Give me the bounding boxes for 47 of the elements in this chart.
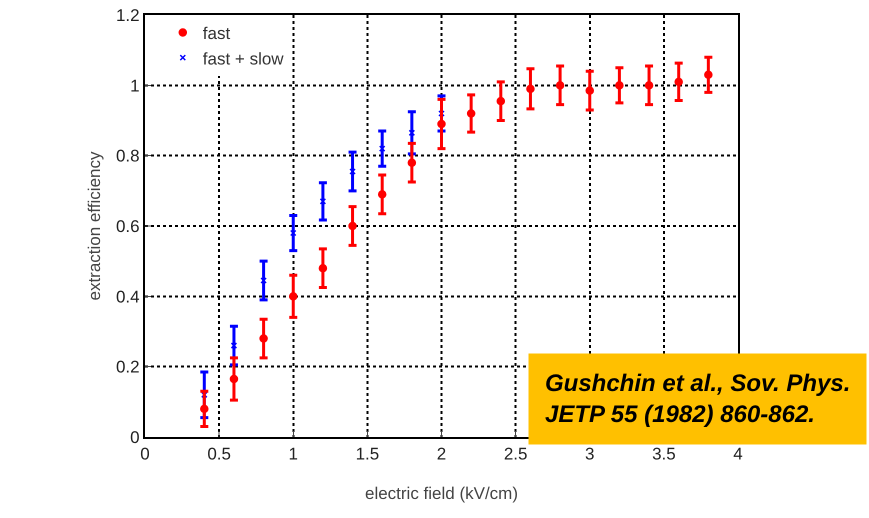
point xyxy=(320,198,326,205)
point xyxy=(230,374,238,384)
x-tick-label: 2.5 xyxy=(504,444,528,464)
point xyxy=(259,334,268,343)
y-tick-label: 0.2 xyxy=(116,358,140,377)
point xyxy=(496,96,506,106)
point xyxy=(260,277,267,284)
point xyxy=(290,230,296,236)
point xyxy=(408,158,416,167)
point xyxy=(201,392,208,398)
x-tick-label: 0.5 xyxy=(207,444,231,464)
point xyxy=(349,168,356,175)
annotation: Gushchin et al., Sov. Phys. JETP 55 (1982) 860-862. xyxy=(545,370,850,428)
point xyxy=(704,70,713,80)
point xyxy=(466,109,476,118)
legend-label: fast xyxy=(202,24,230,44)
y-tick-label: 1 xyxy=(130,76,140,96)
x-tick-label: 3.5 xyxy=(652,444,676,464)
point xyxy=(674,78,683,86)
point xyxy=(378,145,386,152)
x-axis-title: electric field (kV/cm) xyxy=(364,484,518,503)
y-tick-label: 0.6 xyxy=(116,216,140,236)
point xyxy=(378,190,386,199)
y-tick-label: 0 xyxy=(130,428,140,447)
point xyxy=(289,292,298,301)
point xyxy=(230,342,238,349)
x-tick-label: 1 xyxy=(288,444,298,464)
point xyxy=(318,264,328,272)
point xyxy=(526,84,535,94)
x-tick-label: 2 xyxy=(436,444,446,464)
x-tick-label: 1.5 xyxy=(356,444,380,464)
point xyxy=(615,81,624,90)
y-axis-title: extraction efficiency xyxy=(85,151,104,300)
x-tick-label: 3 xyxy=(585,444,594,464)
point xyxy=(586,86,594,95)
point xyxy=(200,404,209,414)
point xyxy=(437,120,446,128)
y-tick-label: 1.2 xyxy=(116,6,140,25)
y-tick-label: 0.4 xyxy=(116,287,140,306)
point xyxy=(348,222,357,230)
point xyxy=(644,81,654,90)
x-tick-label: 4 xyxy=(733,444,743,464)
point xyxy=(408,130,416,136)
point xyxy=(556,81,564,90)
y-tick-label: 0.8 xyxy=(116,146,140,166)
point xyxy=(438,110,445,117)
legend-label: fast + slow xyxy=(202,49,284,68)
